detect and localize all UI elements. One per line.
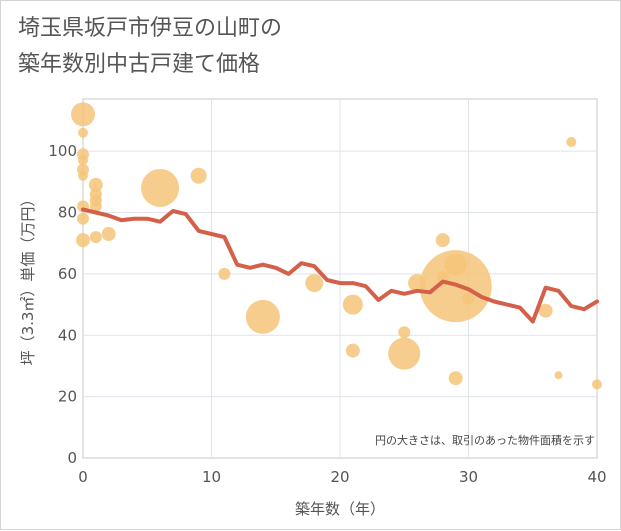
y-tick-label: 80: [58, 204, 77, 222]
y-tick-label: 0: [67, 449, 77, 467]
size-note: 円の大きさは、取引のあった物件面積を示す: [375, 433, 595, 447]
data-bubble: [345, 343, 360, 358]
data-bubble: [89, 200, 102, 213]
data-bubble: [435, 233, 450, 248]
data-bubble: [78, 155, 88, 166]
chart-title-line1: 埼玉県坂戸市伊豆の山町の: [18, 16, 283, 41]
bubble-series: [71, 102, 602, 390]
y-tick-label: 20: [58, 388, 77, 406]
y-tick-label: 40: [58, 326, 77, 344]
data-bubble: [305, 274, 324, 293]
data-bubble: [141, 168, 180, 207]
data-bubble: [554, 371, 563, 380]
chart-title: 埼玉県坂戸市伊豆の山町の 築年数別中古戸建て価格: [18, 11, 282, 83]
data-bubble: [218, 267, 231, 280]
y-tick-label: 60: [58, 265, 77, 283]
data-bubble: [538, 303, 553, 318]
x-tick-label: 30: [459, 468, 478, 486]
data-bubble: [190, 167, 207, 184]
data-bubble: [89, 231, 102, 244]
data-bubble: [101, 227, 116, 242]
x-tick-label: 0: [78, 468, 88, 486]
data-bubble: [245, 299, 280, 334]
x-tick-label: 20: [330, 468, 349, 486]
data-bubble: [388, 337, 421, 370]
data-bubble: [78, 170, 88, 181]
average-line: [81, 207, 599, 324]
x-tick-label: 40: [587, 468, 606, 486]
data-bubble: [448, 371, 463, 386]
x-tick-label: 10: [202, 468, 221, 486]
x-axis-label: 築年数（年）: [295, 500, 385, 518]
data-bubble: [71, 102, 95, 127]
data-bubble: [566, 136, 577, 147]
y-axis-label: 坪（3.3㎡）単価（万円）: [19, 192, 37, 366]
axis-ticks: 0 10 20 30 40 0 20 40 60 80 100: [48, 142, 606, 486]
y-tick-label: 100: [48, 142, 77, 160]
data-bubble: [88, 177, 103, 192]
data-bubble: [78, 127, 88, 138]
data-bubble: [398, 326, 411, 339]
data-bubble: [76, 233, 90, 248]
data-bubble: [592, 379, 602, 390]
data-bubble: [462, 292, 475, 305]
chart-title-line2: 築年数別中古戸建て価格: [18, 52, 261, 77]
data-bubble: [77, 212, 89, 225]
data-bubble: [342, 294, 363, 315]
